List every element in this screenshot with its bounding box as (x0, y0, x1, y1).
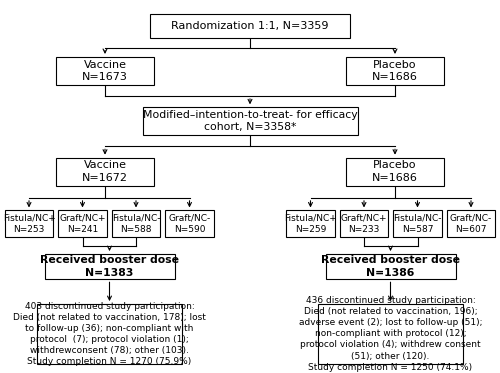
Text: Fistula/NC-
N=588: Fistula/NC- N=588 (112, 214, 160, 234)
Bar (5, 210, 53, 237)
Text: Received booster dose
N=1383: Received booster dose N=1383 (40, 256, 179, 278)
Text: Vaccine
N=1672: Vaccine N=1672 (82, 160, 128, 183)
Bar (447, 210, 495, 237)
Text: Placebo
N=1686: Placebo N=1686 (372, 60, 418, 82)
Text: Graft/NC+
N=241: Graft/NC+ N=241 (60, 214, 106, 234)
Bar (346, 57, 444, 85)
Text: Fistula/NC+
N=259: Fistula/NC+ N=259 (284, 214, 337, 234)
Bar (326, 254, 456, 279)
Bar (340, 210, 388, 237)
Text: Vaccine
N=1673: Vaccine N=1673 (82, 60, 128, 82)
Bar (112, 210, 160, 237)
Bar (56, 57, 154, 85)
Bar (286, 210, 335, 237)
Bar (150, 14, 350, 38)
Bar (318, 304, 463, 364)
Text: 403 discontinued study participation:
Died (not related to vaccination, 178); lo: 403 discontinued study participation: Di… (13, 302, 206, 366)
Bar (44, 254, 174, 279)
Text: Graft/NC-
N=607: Graft/NC- N=607 (450, 214, 492, 234)
Bar (346, 157, 444, 185)
Text: Modified–intention-to-treat- for efficacy
cohort, N=3358*: Modified–intention-to-treat- for efficac… (142, 110, 358, 132)
Text: Placebo
N=1686: Placebo N=1686 (372, 160, 418, 183)
Bar (165, 210, 214, 237)
Text: Fistula/NC+
N=253: Fistula/NC+ N=253 (2, 214, 56, 234)
Bar (393, 210, 442, 237)
Text: Fistula/NC-
N=587: Fistula/NC- N=587 (393, 214, 442, 234)
Bar (56, 157, 154, 185)
Text: Graft/NC+
N=233: Graft/NC+ N=233 (341, 214, 387, 234)
Bar (58, 210, 107, 237)
Text: Received booster dose
N=1386: Received booster dose N=1386 (321, 256, 460, 278)
Bar (37, 304, 182, 364)
Text: 436 discontinued study participation:
Died (not related to vaccination, 196);
ad: 436 discontinued study participation: Di… (299, 296, 482, 372)
Bar (142, 107, 358, 135)
Text: Randomization 1:1, N=3359: Randomization 1:1, N=3359 (171, 21, 329, 31)
Text: Graft/NC-
N=590: Graft/NC- N=590 (168, 214, 210, 234)
